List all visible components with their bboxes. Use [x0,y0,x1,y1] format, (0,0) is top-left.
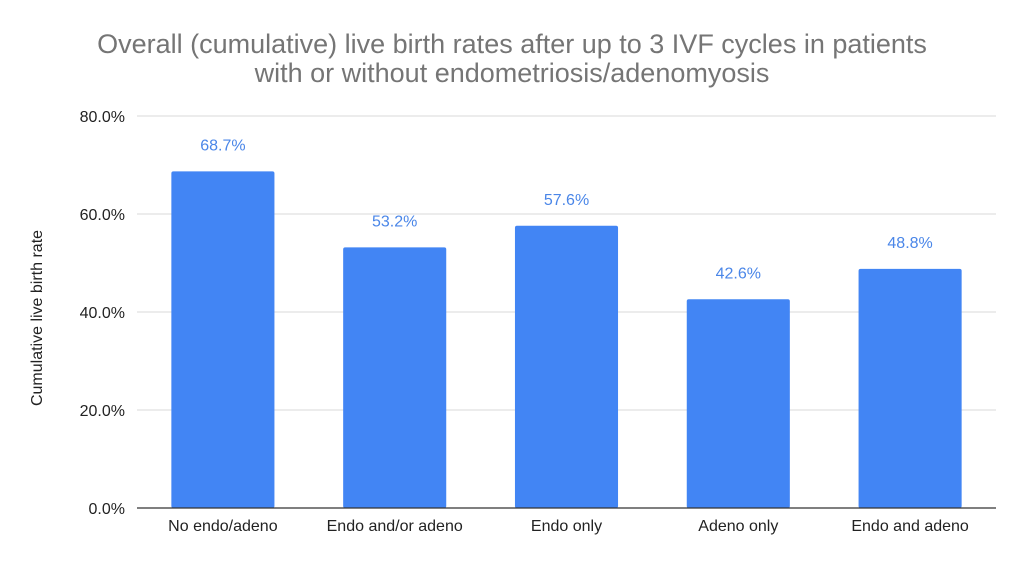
category-labels: No endo/adeno Endo and/or adeno Endo only A… [168,518,969,535]
bar-value-label: 48.8% [887,235,932,252]
y-tick-label: 0.0% [89,501,125,518]
category-label: No endo/adeno [168,518,278,535]
category-label: Endo and adeno [851,518,969,535]
bar-value-label: 68.7% [200,137,245,154]
bar-value-label: 42.6% [716,265,761,282]
category-label: Endo and/or adeno [327,518,463,535]
y-tick-label: 60.0% [80,207,125,224]
y-tick-label: 80.0% [80,109,125,126]
y-tick-label: 40.0% [80,305,125,322]
y-axis-title: Cumulative live birth rate [29,230,46,406]
bars [171,171,962,508]
y-tick-labels: 0.0% 20.0% 40.0% 60.0% 80.0% [80,109,125,518]
category-label: Endo only [531,518,602,535]
bar [686,299,790,508]
chart-title-line-1: Overall (cumulative) live birth rates af… [97,29,927,59]
bar [514,225,619,508]
data-labels: 68.7% 53.2% 57.6% 42.6% 48.8% [200,137,933,282]
y-tick-label: 20.0% [80,403,125,420]
bar [858,268,962,508]
bar-value-label: 57.6% [544,192,589,209]
chart-title-line-2: with or without endometriosis/adenomyosi… [254,58,770,88]
bar [171,171,275,508]
category-label: Adeno only [698,518,778,535]
bar-value-label: 53.2% [372,213,417,230]
bar [343,247,447,508]
